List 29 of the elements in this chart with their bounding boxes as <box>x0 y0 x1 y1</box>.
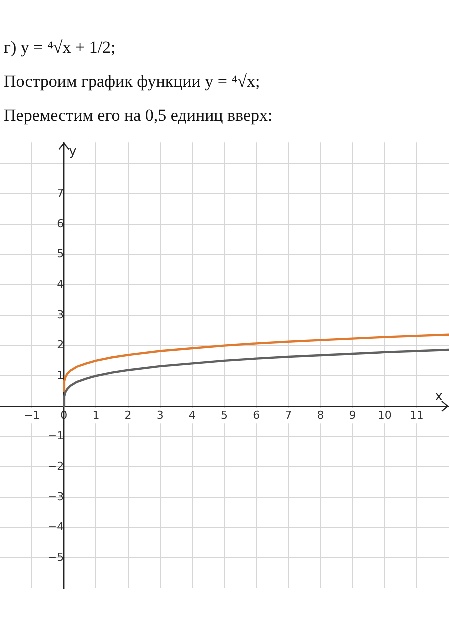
text: Переместим его на 0,5 единиц вверх: <box>4 106 274 126</box>
y-tick-label: 4 <box>57 278 64 291</box>
chart-title: г) y = ⁴√x + 1/2; <box>4 38 117 58</box>
x-tick-label: 6 <box>253 408 260 422</box>
y-tick-label: 3 <box>57 308 64 322</box>
y-tick-label: −4 <box>48 520 64 534</box>
y-tick-label: 7 <box>57 187 64 200</box>
x-tick-label: 10 <box>378 408 392 422</box>
y-tick-label: 1 <box>57 368 64 382</box>
x-tick-label: 1 <box>92 408 100 422</box>
x-tick-label: −1 <box>24 408 40 422</box>
x-tick-label: 11 <box>410 408 424 422</box>
y-tick-label: 5 <box>57 248 64 261</box>
x-tick-label: 8 <box>317 408 324 422</box>
x-axis-title: x <box>435 389 444 404</box>
y-tick-label: −1 <box>48 430 64 443</box>
x-tick-label: 5 <box>221 408 228 422</box>
y-tick-label: −2 <box>48 460 64 473</box>
x-tick-label: 3 <box>156 408 164 422</box>
x-tick-label: 7 <box>285 408 292 422</box>
y-tick-label: −3 <box>48 490 64 504</box>
y-axis-title: y <box>69 144 78 160</box>
x-tick-label: 2 <box>124 408 132 422</box>
x-tick-label: 9 <box>349 408 356 422</box>
x-tick-label: 4 <box>188 408 196 422</box>
y-tick-label: −5 <box>48 550 64 564</box>
y-tick-label: 2 <box>57 338 64 352</box>
text: Построим график функции y = ⁴√x; <box>4 72 262 92</box>
y-tick-label: 6 <box>57 217 64 230</box>
